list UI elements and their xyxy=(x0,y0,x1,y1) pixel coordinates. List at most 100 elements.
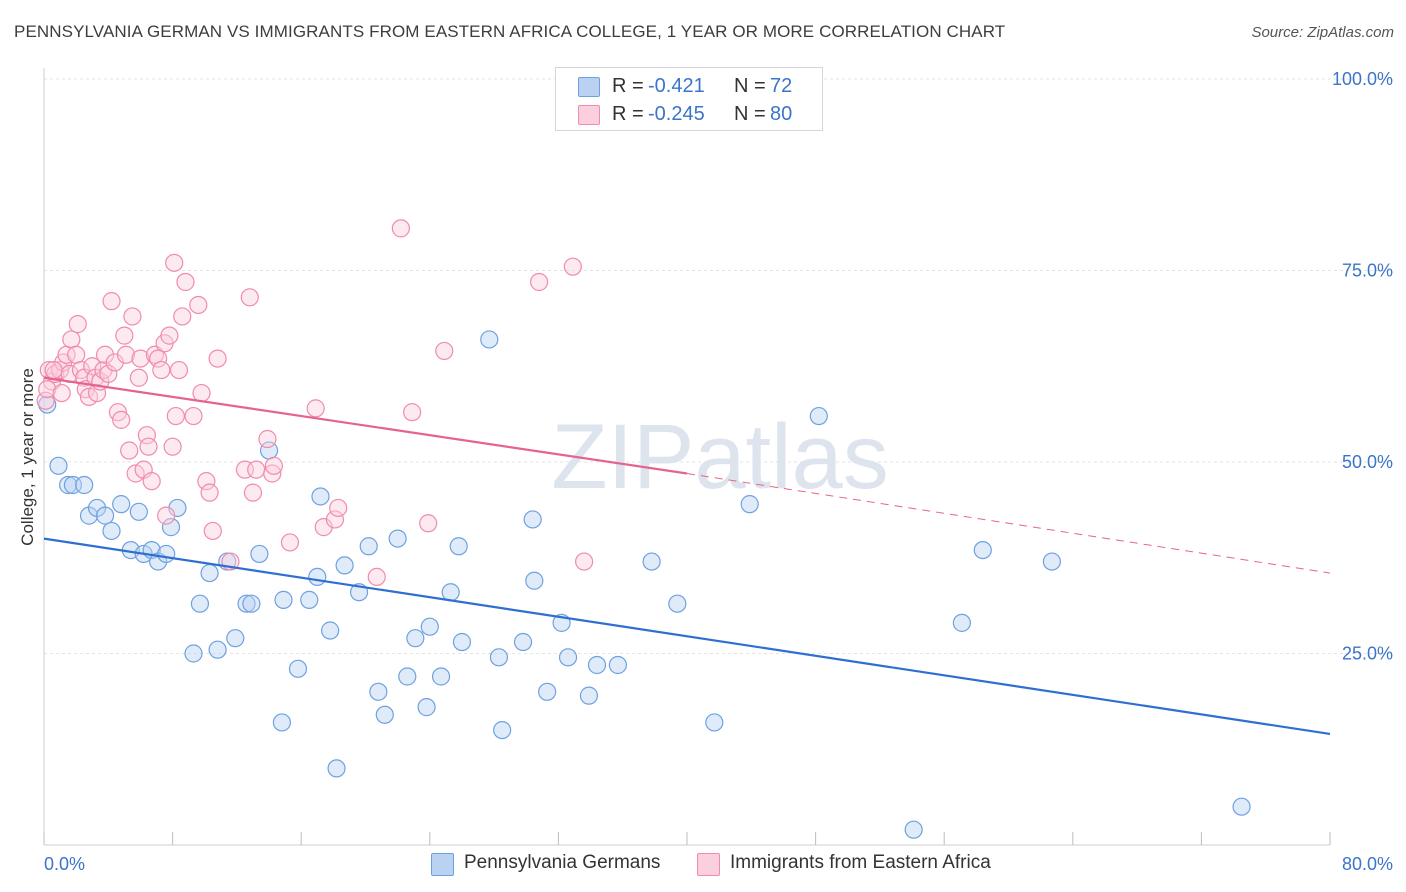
pennsylvania-germans-point xyxy=(335,556,354,575)
pennsylvania-germans-point xyxy=(398,667,417,686)
eastern-africa-point xyxy=(115,326,134,345)
legend-swatch-pink xyxy=(697,853,720,876)
eastern-africa-point xyxy=(189,295,208,315)
pennsylvania-germans-point xyxy=(388,529,407,548)
eastern-africa-point xyxy=(575,552,594,571)
pennsylvania-germans-point xyxy=(493,720,512,740)
eastern-africa-point xyxy=(62,330,81,349)
trend-lines xyxy=(43,376,1331,736)
pennsylvania-germans-point xyxy=(705,713,724,732)
y-tick-label: 50.0% xyxy=(1342,452,1393,472)
eastern-africa-point xyxy=(184,406,203,426)
pennsylvania-germans-point xyxy=(161,518,181,537)
pennsylvania-germans-point xyxy=(369,682,388,701)
pennsylvania-germans-point xyxy=(523,510,542,529)
pennsylvania-germans-point xyxy=(904,820,923,839)
eastern-africa-point xyxy=(157,506,176,525)
eastern-africa-point xyxy=(173,307,192,326)
pennsylvania-germans-point xyxy=(668,594,687,613)
r-value: -0.421 xyxy=(648,75,705,97)
pennsylvania-germans-point xyxy=(300,590,319,609)
eastern-africa-point xyxy=(263,464,282,483)
n-value: 80 xyxy=(770,103,793,125)
pennsylvania-germans-point xyxy=(489,648,509,667)
pennsylvania-germans-point xyxy=(608,655,627,675)
pennsylvania-germans-point xyxy=(587,655,607,675)
y-tick-label: 75.0% xyxy=(1342,261,1393,281)
chart-title: PENNSYLVANIA GERMAN VS IMMIGRANTS FROM E… xyxy=(14,22,1006,41)
eastern-africa-point xyxy=(123,307,142,326)
pennsylvania-germans-point xyxy=(75,475,94,495)
r-value: -0.245 xyxy=(648,103,705,125)
eastern-africa-point xyxy=(563,257,582,276)
pennsylvania-germans-point xyxy=(157,544,176,564)
eastern-africa-point xyxy=(38,380,57,399)
y-tick-label: 100.0% xyxy=(1332,69,1393,89)
eastern-africa-point xyxy=(264,456,283,475)
eastern-africa-point xyxy=(200,483,219,502)
pennsylvania-germans-point xyxy=(274,590,293,609)
eastern-africa-point xyxy=(325,510,345,529)
pennsylvania-germans-point xyxy=(538,682,557,701)
eastern-africa-point xyxy=(165,253,184,272)
pennsylvania-germans-point xyxy=(250,544,269,564)
pennsylvania-germans-point xyxy=(112,495,131,514)
eastern-africa-point xyxy=(116,345,136,364)
pennsylvania-germans-point xyxy=(441,583,460,602)
eastern-africa-point xyxy=(530,272,549,292)
eastern-africa-point xyxy=(280,533,300,552)
y-tick-label: 25.0% xyxy=(1342,644,1393,664)
eastern-africa-point xyxy=(112,410,131,429)
pennsylvania-germans-point xyxy=(417,698,436,717)
pennsylvania-germans-point xyxy=(973,540,992,560)
eastern-africa-point xyxy=(419,514,438,533)
n-label: N = xyxy=(734,103,766,125)
pennsylvania-germans-point xyxy=(952,613,971,632)
eastern-africa-point xyxy=(68,315,87,334)
eastern-africa-point xyxy=(197,472,216,491)
pennsylvania-germans-point xyxy=(288,659,308,678)
stats-box: R = -0.421 N = 72 R = -0.245 N = 80 xyxy=(555,67,823,131)
eastern-africa-point xyxy=(160,326,179,345)
eastern-africa-point xyxy=(52,383,71,403)
eastern-africa-point xyxy=(258,429,277,449)
pennsylvania-germans-point xyxy=(1042,552,1062,571)
pennsylvania-germans-point xyxy=(480,330,499,349)
eastern-africa-point xyxy=(149,349,168,368)
eastern-africa-point xyxy=(102,292,121,311)
r-label: R = xyxy=(612,103,644,125)
pennsylvania-germans-point xyxy=(375,705,394,724)
x-tick-label: 80.0% xyxy=(1342,854,1393,874)
pennsylvania-germans-point xyxy=(49,456,68,475)
pennsylvania-germans-point xyxy=(513,632,533,652)
pennsylvania-germans-point xyxy=(237,594,256,613)
pennsylvania-germans-point xyxy=(452,632,472,652)
pennsylvania-germans-point xyxy=(102,521,121,541)
eastern-africa-point xyxy=(192,383,211,403)
pennsylvania-germans-point xyxy=(321,621,340,640)
pennsylvania-germans-point xyxy=(208,640,227,659)
eastern-africa-point xyxy=(176,272,195,292)
eastern-africa-point xyxy=(137,426,156,445)
n-value: 72 xyxy=(770,75,793,97)
eastern-africa-point xyxy=(129,368,148,387)
pennsylvania-germans-point xyxy=(327,759,346,778)
pink-trend-line xyxy=(686,472,1331,574)
pennsylvania-germans-point xyxy=(200,563,219,583)
pennsylvania-germans-point xyxy=(311,487,330,506)
n-label: N = xyxy=(734,75,766,97)
r-label: R = xyxy=(612,75,644,97)
data-points xyxy=(36,219,1251,839)
pennsylvania-germans-point xyxy=(226,629,245,648)
pennsylvania-germans-point xyxy=(420,617,439,636)
eastern-africa-point xyxy=(166,406,185,426)
eastern-africa-point xyxy=(169,360,189,380)
eastern-africa-point xyxy=(152,360,171,380)
eastern-africa-point xyxy=(243,483,263,502)
pennsylvania-germans-point xyxy=(129,502,148,521)
pennsylvania-germans-point xyxy=(558,648,578,667)
eastern-africa-point xyxy=(403,403,422,422)
axes xyxy=(43,68,1331,846)
eastern-africa-point xyxy=(240,288,259,307)
